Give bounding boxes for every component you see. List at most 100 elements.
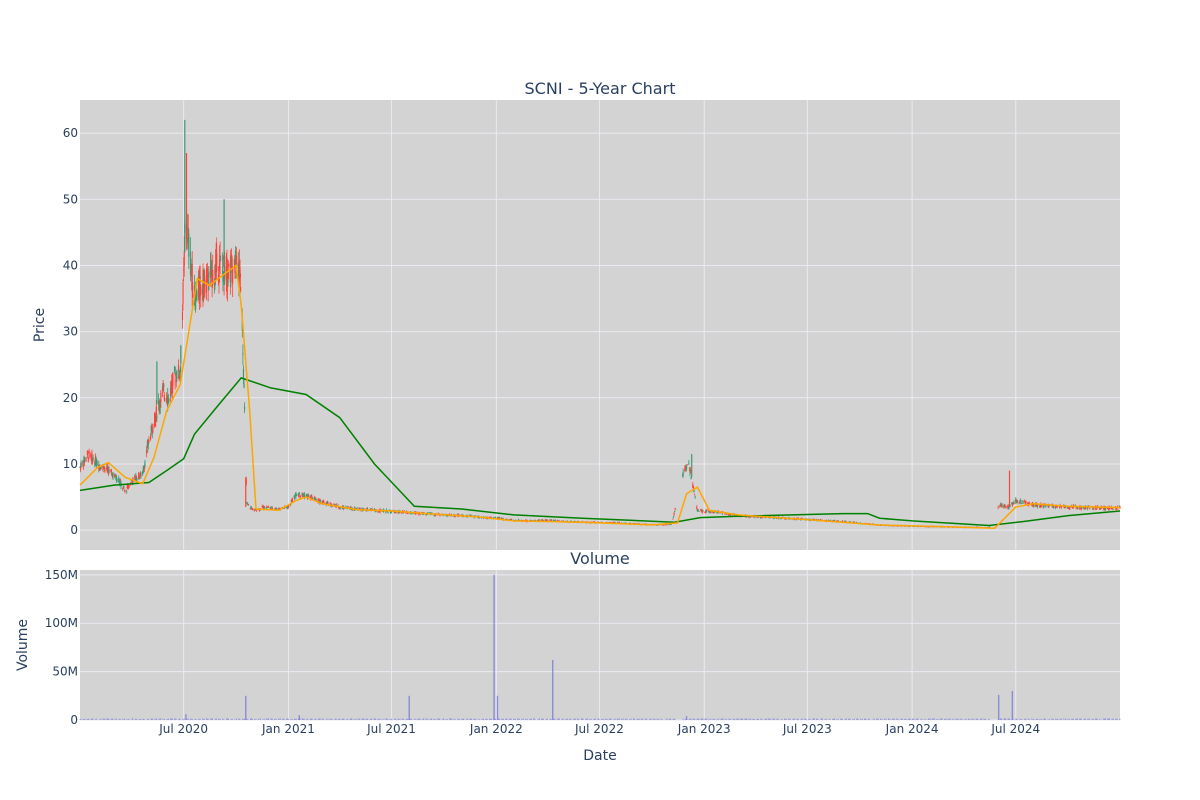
candle-body xyxy=(997,507,999,508)
volume-bar xyxy=(1005,718,1007,720)
volume-bar xyxy=(445,719,447,720)
volume-bar xyxy=(182,719,183,720)
volume-bar xyxy=(720,718,722,720)
candle-body xyxy=(138,477,140,479)
candle-body xyxy=(240,287,242,292)
volume-bar xyxy=(1040,719,1042,720)
volume-bar xyxy=(423,718,425,720)
volume-bar xyxy=(429,719,431,720)
candle-body xyxy=(686,464,688,466)
volume-bar xyxy=(128,718,129,720)
volume-bar xyxy=(696,718,698,720)
volume-bar xyxy=(334,719,336,720)
candle-body xyxy=(673,512,675,515)
volume-bar xyxy=(1077,718,1079,720)
volume-bar xyxy=(641,718,643,720)
volume-bar xyxy=(916,719,918,720)
volume-bar xyxy=(88,718,89,720)
volume-bar xyxy=(351,719,353,720)
volume-bar xyxy=(1016,718,1018,720)
volume-bar xyxy=(649,718,651,720)
volume-bar xyxy=(86,719,88,720)
volume-bar xyxy=(768,718,770,720)
volume-bar xyxy=(593,718,595,720)
candle-body xyxy=(1116,508,1118,510)
volume-bar xyxy=(674,718,676,720)
volume-bar xyxy=(1064,718,1066,720)
candle-body xyxy=(317,499,319,503)
volume-bar xyxy=(842,718,844,720)
volume-bar xyxy=(736,718,738,720)
candle-body xyxy=(721,513,724,515)
volume-bar xyxy=(1029,719,1031,720)
volume-bar xyxy=(864,718,866,720)
volume-bar xyxy=(912,718,914,720)
volume-bar xyxy=(736,718,738,720)
volume-bar xyxy=(486,719,488,720)
volume-bar xyxy=(745,718,747,720)
volume-bar xyxy=(916,718,918,720)
volume-bar xyxy=(155,718,157,720)
volume-bar xyxy=(517,718,519,720)
volume-bar xyxy=(690,718,692,720)
volume-bar xyxy=(140,719,142,720)
volume-bar xyxy=(948,718,950,720)
candle-body xyxy=(263,506,265,509)
volume-bar xyxy=(576,718,578,720)
candle-body xyxy=(337,504,339,506)
volume-bar xyxy=(563,719,564,720)
volume-bar xyxy=(528,719,530,720)
candle-body xyxy=(102,466,104,470)
volume-bar xyxy=(1000,718,1002,720)
volume-bar xyxy=(375,718,376,720)
volume-bar xyxy=(310,718,312,720)
volume-bar xyxy=(913,719,915,720)
volume-spike-bar xyxy=(685,716,688,720)
volume-bar xyxy=(489,719,491,720)
volume-bar xyxy=(148,719,150,720)
volume-bar xyxy=(143,719,145,720)
volume-bar xyxy=(243,719,244,720)
volume-bar xyxy=(609,718,611,720)
volume-bar xyxy=(116,718,117,720)
volume-bar xyxy=(170,718,171,720)
volume-bar xyxy=(494,718,496,720)
volume-bar xyxy=(451,718,453,720)
volume-bar xyxy=(1055,718,1057,720)
candle-body xyxy=(218,259,221,271)
volume-bar xyxy=(251,718,253,720)
volume-y-tick-label: 150M xyxy=(45,568,78,582)
volume-bar xyxy=(800,719,802,720)
volume-bar xyxy=(411,718,412,720)
candle-body xyxy=(684,467,687,469)
volume-bar xyxy=(829,718,830,720)
volume-bar xyxy=(195,719,197,720)
candle-body xyxy=(247,504,250,505)
volume-bar xyxy=(804,718,805,720)
volume-bar xyxy=(532,718,534,720)
volume-bar xyxy=(294,718,296,720)
candle-body xyxy=(187,227,189,230)
volume-bar xyxy=(1037,718,1039,720)
volume-bar xyxy=(1092,719,1094,720)
candle-body xyxy=(618,522,620,523)
volume-bar xyxy=(921,719,923,720)
candle-body xyxy=(493,517,495,519)
volume-bar xyxy=(720,719,722,720)
volume-bar xyxy=(609,719,611,720)
volume-spike-bar xyxy=(408,695,410,720)
candle-body xyxy=(203,269,205,279)
volume-bar xyxy=(287,718,289,720)
volume-bar xyxy=(657,719,659,720)
volume-bar xyxy=(425,718,427,720)
candle-body xyxy=(167,394,169,398)
candle-body xyxy=(143,468,145,472)
candle-body xyxy=(891,525,893,527)
volume-bar xyxy=(630,718,632,720)
volume-bar xyxy=(498,718,500,720)
candle-body xyxy=(672,518,674,520)
candle-body xyxy=(1024,501,1027,505)
volume-bar xyxy=(219,719,220,720)
candle-body xyxy=(160,392,162,402)
volume-bar xyxy=(435,719,437,720)
